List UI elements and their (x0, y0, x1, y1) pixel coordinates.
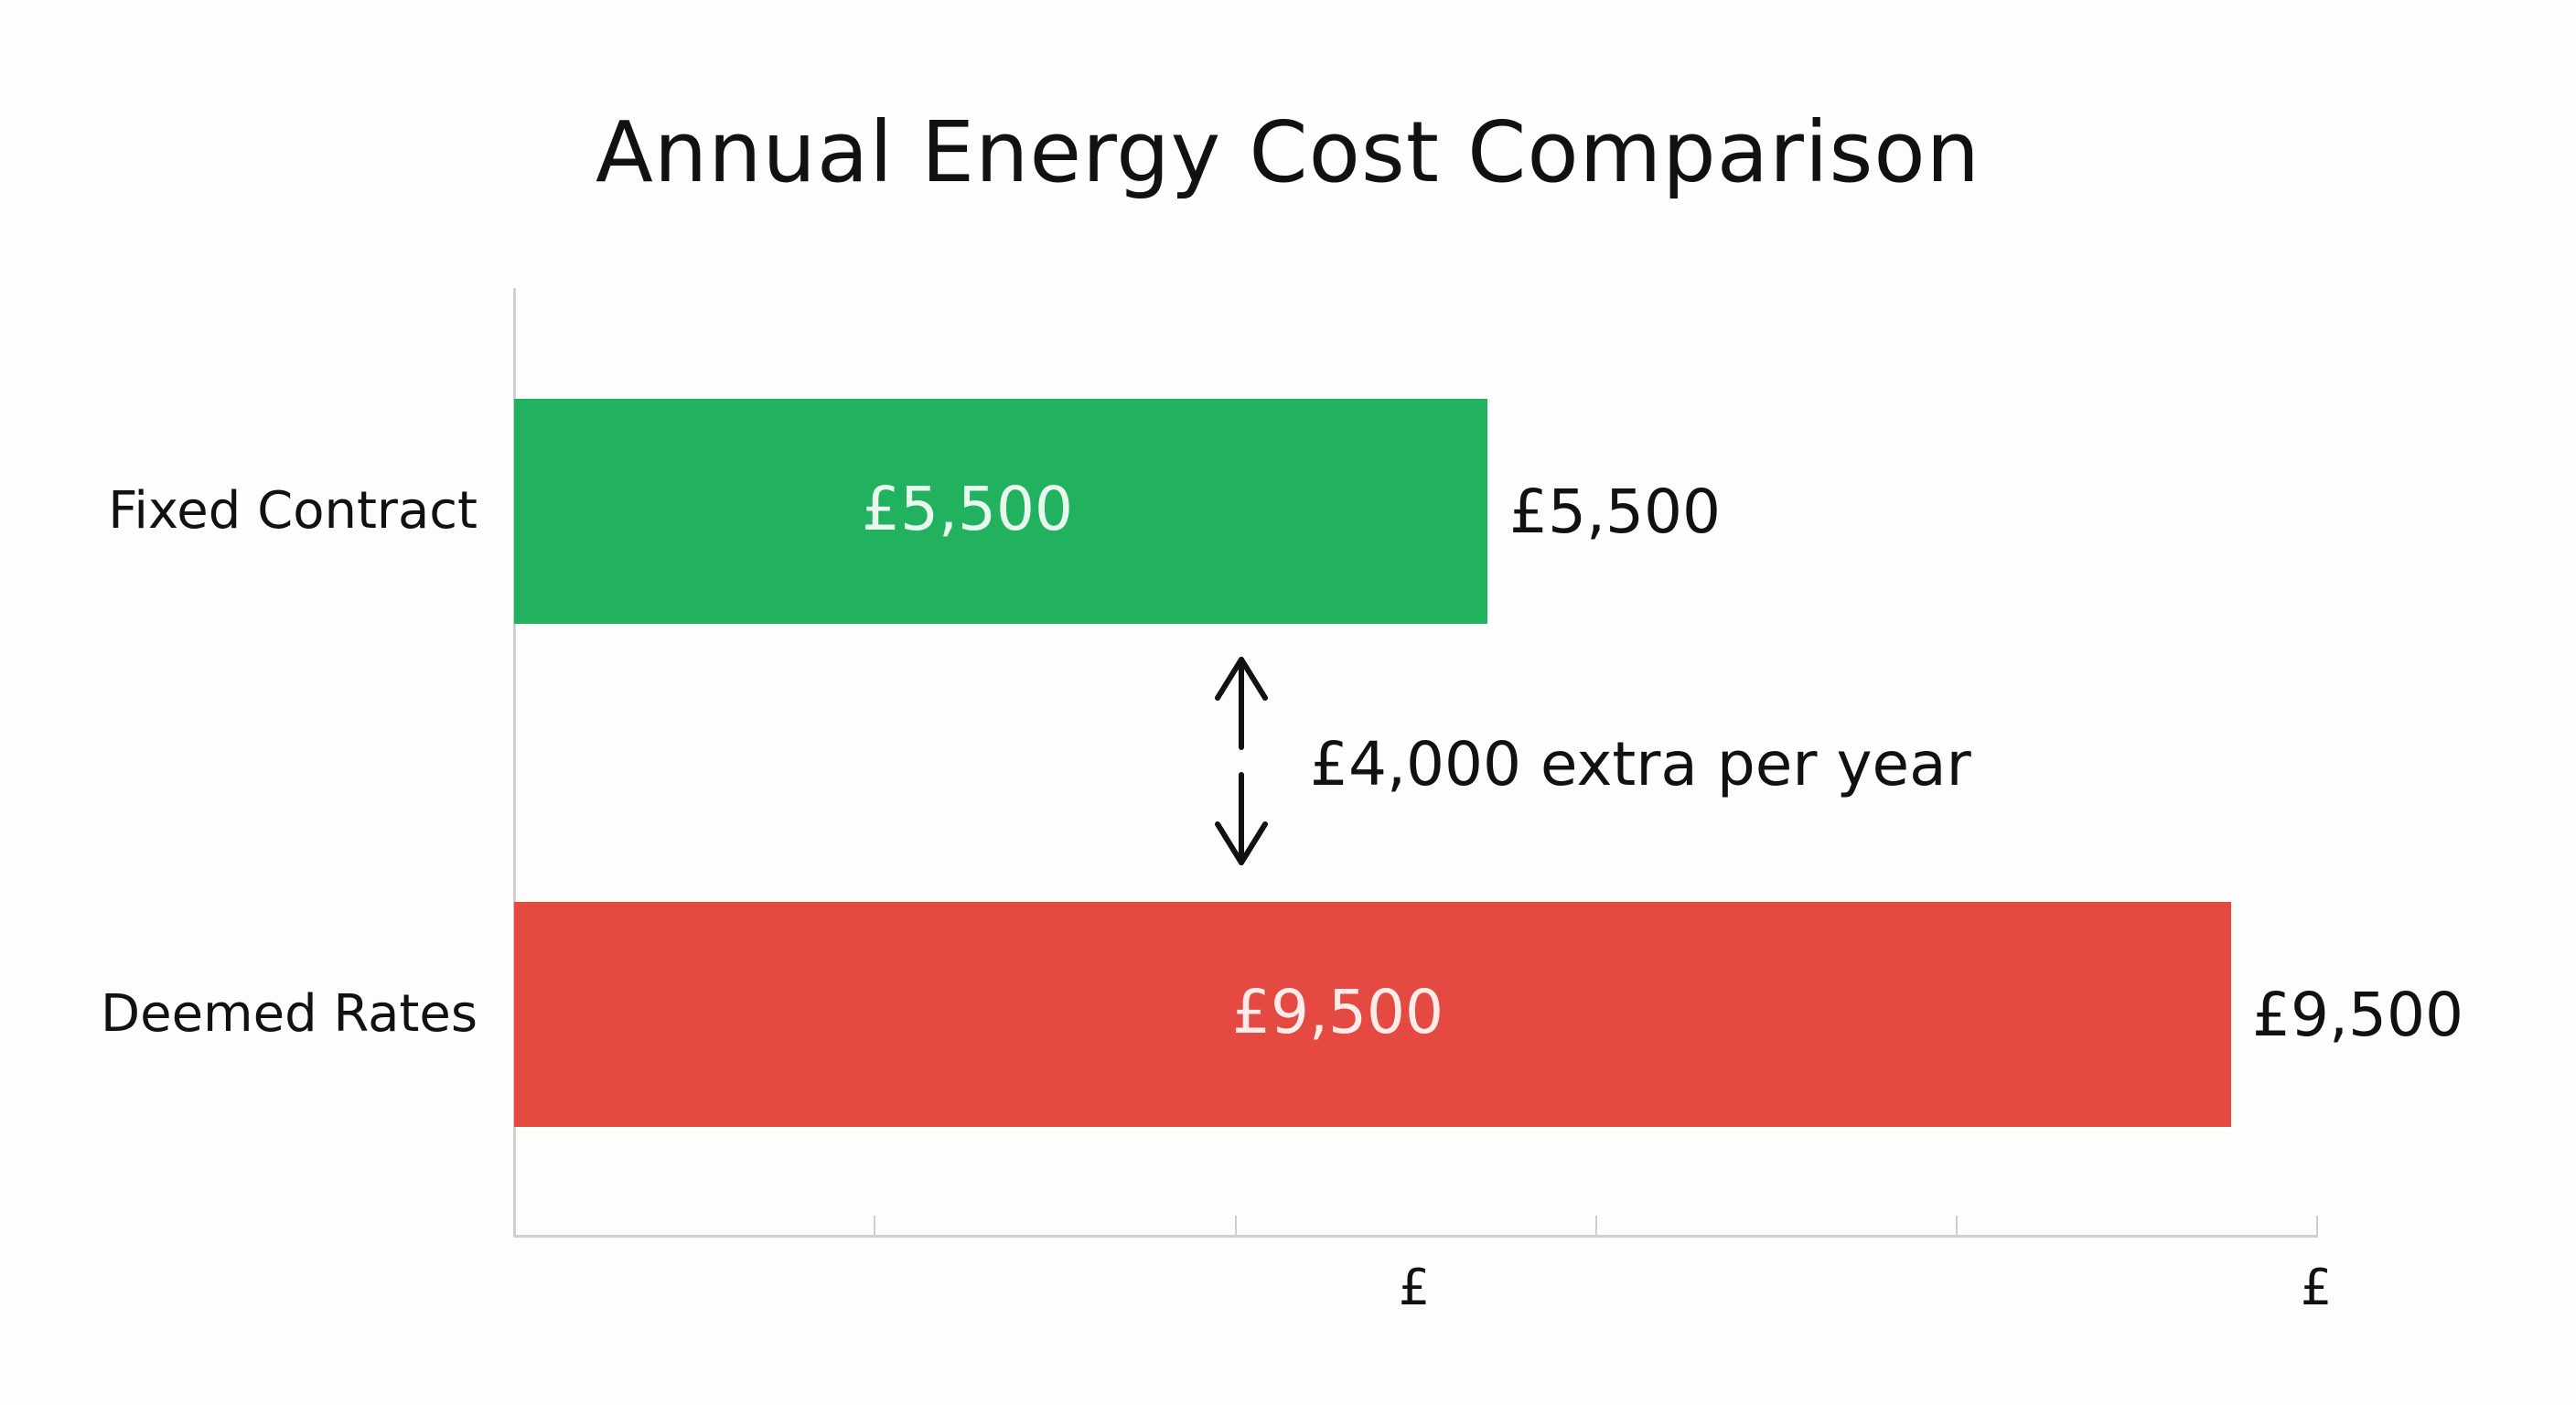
x-tick-label: £ (1398, 1259, 1431, 1316)
bar-value-inside: £9,500 (1232, 977, 1444, 1047)
y-axis-line (513, 288, 516, 1238)
x-axis-tick (2316, 1216, 2318, 1236)
double-arrow-icon (1215, 657, 1268, 865)
chart-title: Annual Energy Cost Comparison (596, 103, 1980, 201)
x-axis-tick (1956, 1216, 1958, 1236)
x-tick-label: £ (2300, 1259, 2333, 1316)
x-axis-line (513, 1235, 2318, 1238)
bar-deemed-rates: £9,500 (514, 902, 2231, 1127)
bar-value-outside: £9,500 (2252, 980, 2463, 1050)
x-axis-tick (1595, 1216, 1597, 1236)
category-label-deemed-rates: Deemed Rates (101, 984, 478, 1044)
bar-fixed-contract: £5,500 (514, 399, 1487, 624)
x-axis-tick (874, 1216, 875, 1236)
category-label-fixed-contract: Fixed Contract (108, 481, 478, 541)
difference-annotation: £4,000 extra per year (1310, 729, 1971, 799)
x-axis-tick (1235, 1216, 1237, 1236)
bar-value-inside: £5,500 (862, 474, 1073, 544)
bar-value-outside: £5,500 (1509, 477, 1721, 547)
